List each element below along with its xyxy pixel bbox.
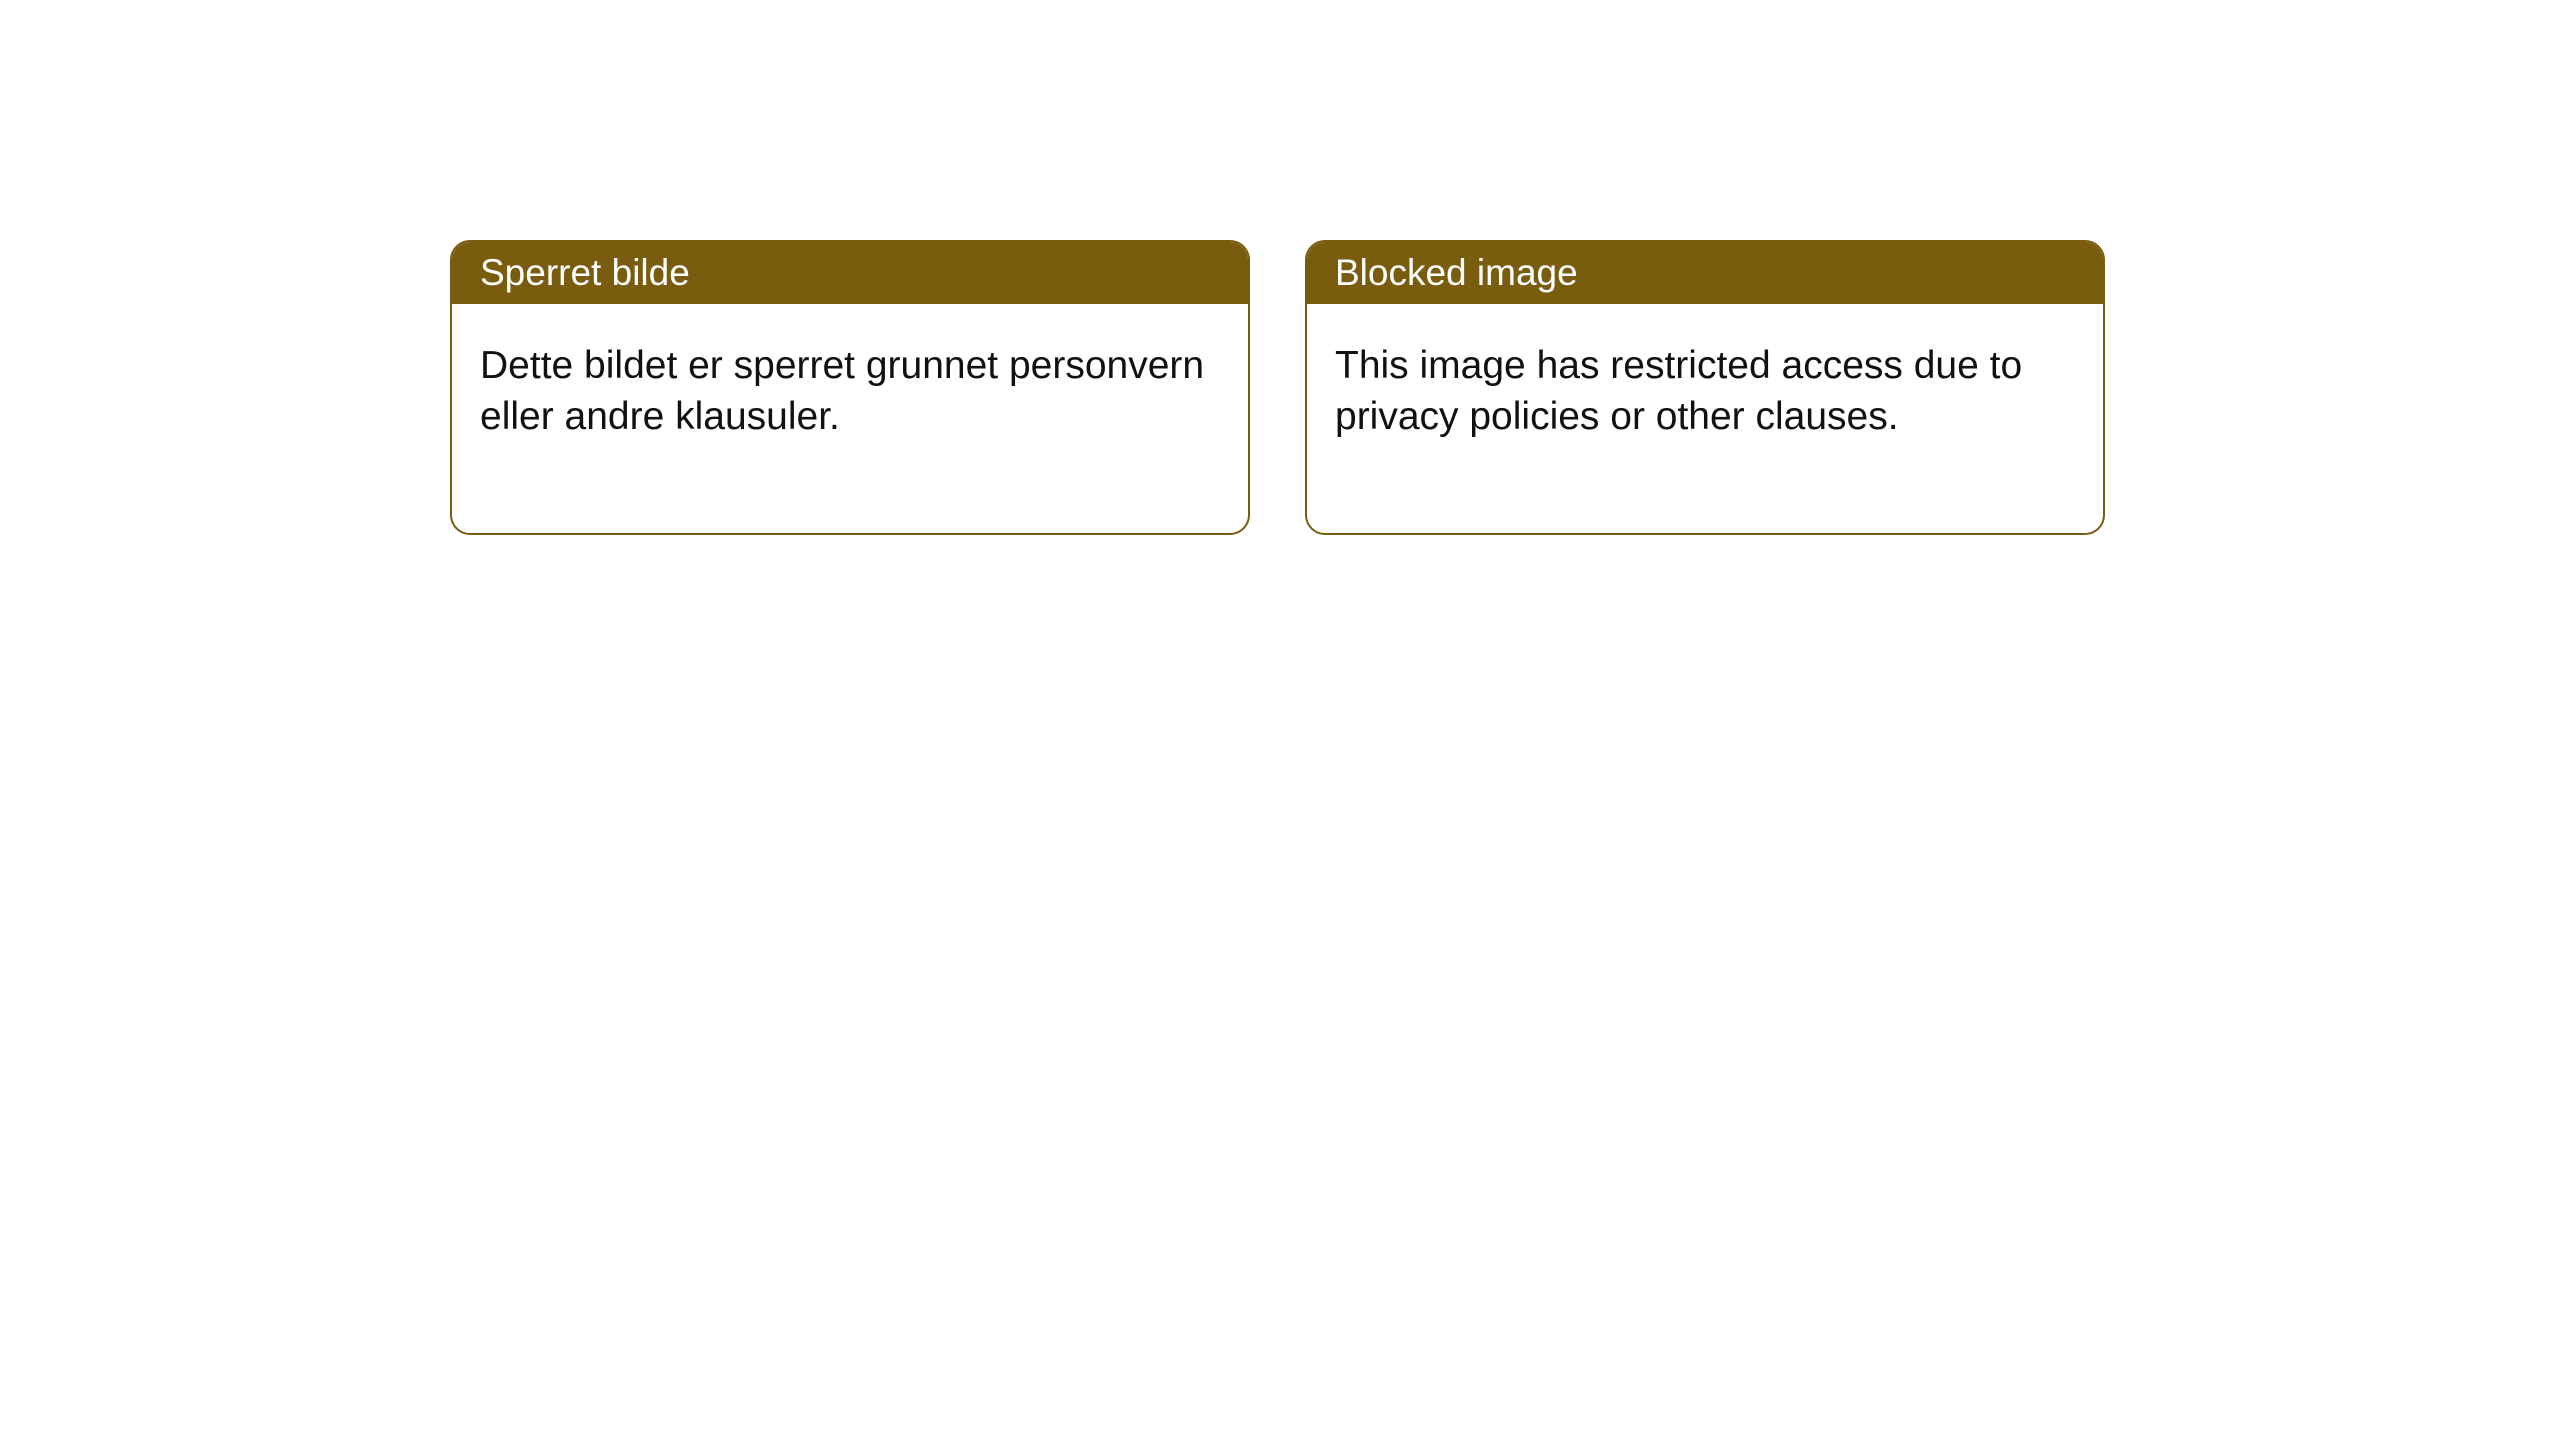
notice-card-title: Blocked image <box>1307 242 2103 304</box>
notice-card-body: This image has restricted access due to … <box>1307 304 2103 533</box>
notice-card-english: Blocked image This image has restricted … <box>1305 240 2105 535</box>
notice-cards-container: Sperret bilde Dette bildet er sperret gr… <box>450 240 2105 535</box>
notice-card-title: Sperret bilde <box>452 242 1248 304</box>
notice-card-norwegian: Sperret bilde Dette bildet er sperret gr… <box>450 240 1250 535</box>
notice-card-body: Dette bildet er sperret grunnet personve… <box>452 304 1248 533</box>
